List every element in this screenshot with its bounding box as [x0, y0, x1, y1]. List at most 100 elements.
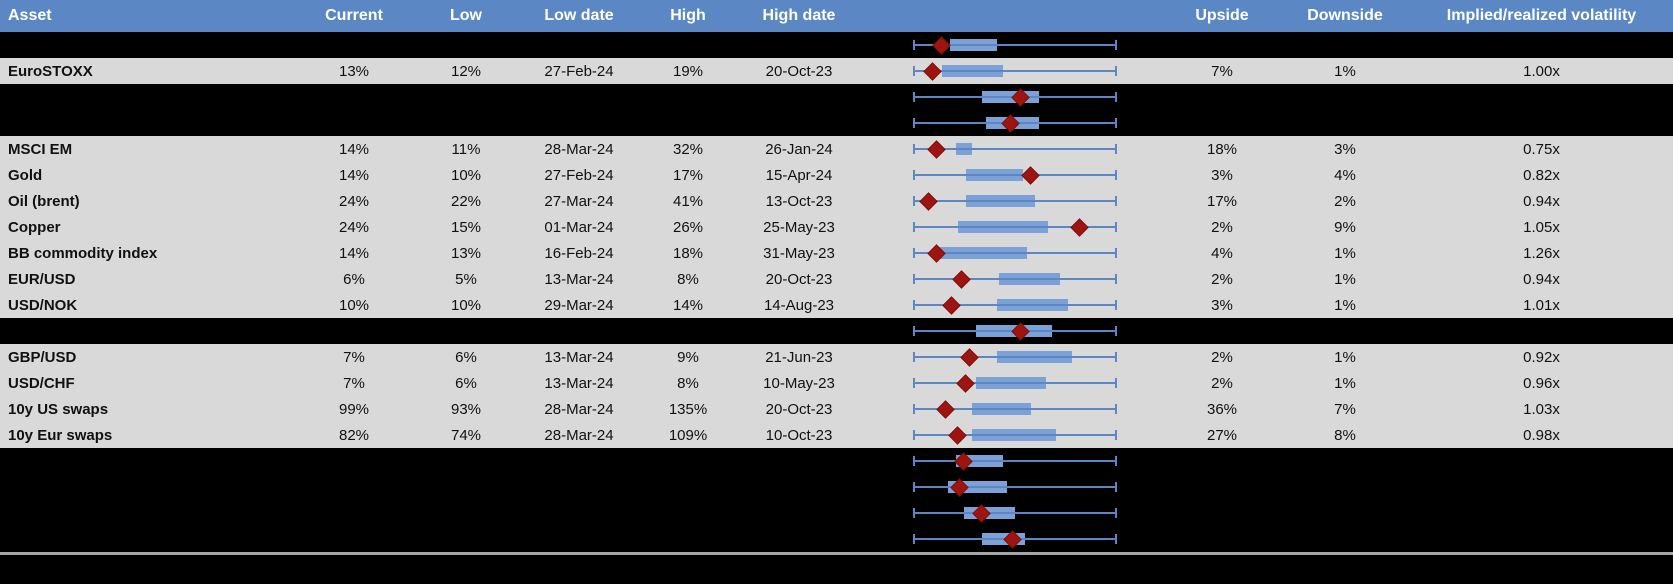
- whisker-line: [913, 252, 1117, 254]
- whisker-cap-high-icon: [1115, 248, 1117, 258]
- whisker-cap-low-icon: [913, 248, 915, 258]
- cell-low: 6%: [455, 348, 477, 366]
- whisker-cap-low-icon: [913, 404, 915, 414]
- boxplot: [913, 58, 1117, 84]
- cell-high-date: 10-Oct-23: [765, 426, 833, 444]
- whisker-cap-high-icon: [1115, 456, 1117, 466]
- boxplot: [913, 266, 1117, 292]
- cell-ivrv: 0.98x: [1523, 426, 1560, 444]
- table-row: Gold 14% 10% 27-Feb-24 17% 15-Apr-24 3% …: [0, 162, 1673, 188]
- whisker-cap-low-icon: [913, 170, 915, 180]
- cell-downside: 1%: [1334, 62, 1356, 80]
- whisker-cap-high-icon: [1115, 222, 1117, 232]
- cell-low: 6%: [455, 374, 477, 392]
- spacer-row: [0, 526, 1673, 552]
- whisker-line: [913, 44, 1117, 46]
- cell-current: 14%: [338, 166, 370, 184]
- cell-upside: 17%: [1206, 192, 1238, 210]
- boxplot-cell: [866, 214, 1164, 240]
- cell-low-date: 29-Mar-24: [544, 296, 614, 314]
- boxplot-cell: [866, 474, 1164, 500]
- whisker-line: [913, 512, 1117, 514]
- cell-current: 24%: [338, 218, 370, 236]
- cell-asset: EUR/USD: [8, 270, 76, 288]
- cell-low: 74%: [450, 426, 482, 444]
- cell-upside: 3%: [1211, 296, 1233, 314]
- cell-downside: 1%: [1334, 270, 1356, 288]
- boxplot: [913, 318, 1117, 344]
- whisker-cap-low-icon: [913, 300, 915, 310]
- cell-upside: 3%: [1211, 166, 1233, 184]
- whisker-line: [913, 304, 1117, 306]
- boxplot: [913, 162, 1117, 188]
- whisker-cap-high-icon: [1115, 508, 1117, 518]
- cell-high-date: 20-Oct-23: [765, 62, 833, 80]
- current-marker-icon: [952, 269, 971, 289]
- cell-ivrv: 1.05x: [1523, 218, 1560, 236]
- table-body: EuroSTOXX 13% 12% 27-Feb-24 19% 20-Oct-2…: [0, 32, 1673, 552]
- boxplot-cell: [866, 526, 1164, 552]
- cell-low-date: 28-Mar-24: [544, 400, 614, 418]
- cell-current: 99%: [338, 400, 370, 418]
- whisker-cap-low-icon: [913, 40, 915, 50]
- whisker-cap-low-icon: [913, 326, 915, 336]
- whisker-cap-high-icon: [1115, 482, 1117, 492]
- cell-low: 13%: [450, 244, 482, 262]
- cell-high: 8%: [677, 270, 699, 288]
- boxplot: [913, 422, 1117, 448]
- table-row: USD/CHF 7% 6% 13-Mar-24 8% 10-May-23 2% …: [0, 370, 1673, 396]
- cell-ivrv: 1.00x: [1523, 62, 1560, 80]
- table-row: GBP/USD 7% 6% 13-Mar-24 9% 21-Jun-23 2% …: [0, 344, 1673, 370]
- cell-ivrv: 0.96x: [1523, 374, 1560, 392]
- current-marker-icon: [1021, 165, 1041, 185]
- cell-low: 15%: [450, 218, 482, 236]
- boxplot: [913, 370, 1117, 396]
- boxplot-cell: [866, 500, 1164, 526]
- whisker-cap-high-icon: [1115, 196, 1117, 206]
- whisker-line: [913, 226, 1117, 228]
- cell-high: 8%: [677, 374, 699, 392]
- cell-upside: 2%: [1211, 270, 1233, 288]
- cell-current: 7%: [343, 374, 365, 392]
- cell-ivrv: 0.94x: [1523, 270, 1560, 288]
- cell-asset: MSCI EM: [8, 140, 73, 158]
- spacer-row: [0, 84, 1673, 110]
- cell-downside: 9%: [1334, 218, 1356, 236]
- cell-low: 22%: [450, 192, 482, 210]
- table-row: 10y Eur swaps 82% 74% 28-Mar-24 109% 10-…: [0, 422, 1673, 448]
- cell-upside: 2%: [1211, 218, 1233, 236]
- whisker-cap-low-icon: [913, 118, 915, 128]
- cell-high: 17%: [672, 166, 704, 184]
- cell-current: 6%: [343, 270, 365, 288]
- boxplot-cell: [866, 396, 1164, 422]
- current-marker-icon: [919, 191, 939, 211]
- table-row: EUR/USD 6% 5% 13-Mar-24 8% 20-Oct-23 2% …: [0, 266, 1673, 292]
- whisker-cap-low-icon: [913, 534, 915, 544]
- cell-low-date: 28-Mar-24: [544, 140, 614, 158]
- spacer-row: [0, 448, 1673, 474]
- whisker-line: [913, 174, 1117, 176]
- cell-high-date: 13-Oct-23: [765, 192, 833, 210]
- whisker-cap-high-icon: [1115, 430, 1117, 440]
- cell-low-date: 28-Mar-24: [544, 426, 614, 444]
- boxplot: [913, 448, 1117, 474]
- cell-low-date: 27-Feb-24: [544, 166, 614, 184]
- current-marker-icon: [931, 35, 951, 55]
- table-row: MSCI EM 14% 11% 28-Mar-24 32% 26-Jan-24 …: [0, 136, 1673, 162]
- cell-ivrv: 1.26x: [1523, 244, 1560, 262]
- cell-upside: 4%: [1211, 244, 1233, 262]
- boxplot: [913, 292, 1117, 318]
- whisker-cap-low-icon: [913, 196, 915, 206]
- whisker-line: [913, 486, 1117, 488]
- table-row: EuroSTOXX 13% 12% 27-Feb-24 19% 20-Oct-2…: [0, 58, 1673, 84]
- cell-asset: 10y Eur swaps: [8, 426, 113, 444]
- boxplot-cell: [866, 422, 1164, 448]
- current-marker-icon: [1070, 217, 1089, 237]
- cell-current: 10%: [338, 296, 370, 314]
- whisker-cap-high-icon: [1115, 118, 1117, 128]
- table-row: 10y US swaps 99% 93% 28-Mar-24 135% 20-O…: [0, 396, 1673, 422]
- whisker-cap-high-icon: [1115, 144, 1117, 154]
- whisker-cap-low-icon: [913, 352, 915, 362]
- whisker-line: [913, 148, 1117, 150]
